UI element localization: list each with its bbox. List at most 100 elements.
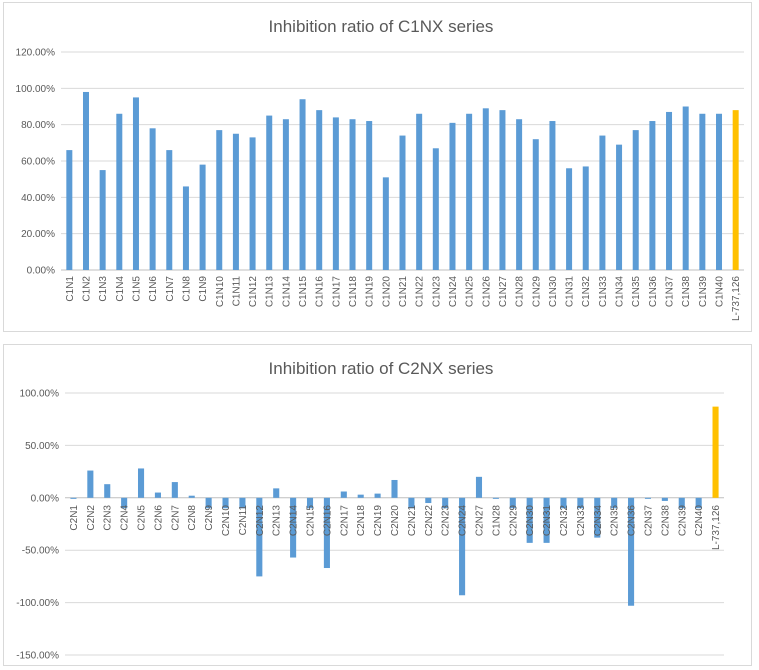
x-tick-label: C1N28 [491,505,502,537]
y-tick-label: -150.00% [16,651,59,662]
bar-c1n38 [682,106,689,270]
x-tick-label: C1N31 [565,276,576,308]
bar-l-737-126 [732,110,739,270]
x-tick-label: C2N35 [610,505,621,537]
bar-c1n17 [332,117,339,271]
bar-c1n19 [366,121,373,271]
x-tick-label: C2N2 [86,505,97,531]
y-tick-label: 40.00% [21,193,55,204]
bar-c2n34 [594,497,601,538]
x-tick-label: C1N7 [165,276,176,302]
bar-c2n11 [239,497,246,509]
bar-c1n28 [516,119,523,270]
bar-c1n1 [66,150,73,270]
bar-c2n35 [611,497,618,509]
chart-panel-c1nx: Inhibition ratio of C1NX series 0.00% 20.… [3,2,752,332]
x-tick-label: C2N4 [120,505,131,531]
y-tick-label: 0.00% [31,493,59,504]
x-tick-label: C1N40 [715,276,726,308]
bar-c1n37 [666,111,673,270]
bar-c1n8 [182,186,189,270]
y-tick-label: 50.00% [25,441,59,452]
bar-c1n25 [466,113,473,271]
bar-c2n38 [661,497,668,501]
x-tick-label: C2N8 [187,505,198,531]
bar-c2n18 [357,494,364,498]
x-tick-label: C1N24 [448,276,459,308]
bar-c2n13 [273,488,280,498]
x-tick-label: C1N23 [431,276,442,308]
bar-c1n27 [499,110,506,270]
x-tick-label: C2N3 [103,505,114,531]
bar-c2n9 [205,497,212,509]
bar-c2n2 [87,470,94,498]
x-tick-label: C2N27 [474,505,485,537]
bar-c2n40 [695,497,702,509]
x-tick-label: C2N5 [137,505,148,531]
x-tick-label: C2N15 [306,505,317,537]
x-tick-label: C2N29 [508,505,519,537]
x-tick-label: C2N14 [289,505,300,537]
bar-c2n15 [306,497,314,509]
x-tick-label: C1N21 [398,276,409,308]
x-tick-label: C2N37 [643,505,654,537]
bar-c2n3 [104,484,111,498]
bar-c1n39 [699,113,706,271]
x-tick-label: C1N34 [615,276,626,308]
x-tick-label: C1N14 [281,276,292,308]
x-tick-label: C2N17 [339,505,350,537]
x-tick-label: C1N19 [365,276,376,308]
bar-c1n35 [632,130,639,270]
x-tick-label: C2N36 [627,505,638,537]
bar-c1n29 [532,139,539,270]
chart-c1nx: Inhibition ratio of C1NX series 0.00% 20.… [16,17,744,321]
bar-c2n33 [577,497,584,509]
bar-c2n32 [560,497,567,509]
bar-c2n7 [171,482,178,498]
x-tick-label: L-737,126 [711,505,722,550]
x-tick-label: C2N40 [694,505,705,537]
bar-c2n30 [526,497,533,543]
x-tick-label: C2N16 [322,505,333,537]
x-tick-label: C1N17 [331,276,342,308]
bar-c1n4 [116,113,123,271]
x-tick-label: C1N12 [248,276,259,308]
bar-c1n15 [299,99,306,270]
x-tick-label: C2N6 [153,505,164,531]
bar-c1n24 [449,122,456,270]
bar-c2n22 [425,497,432,504]
x-tick-label: C2N21 [407,505,418,537]
bar-c1n11 [232,133,239,270]
chart-title: Inhibition ratio of C1NX series [269,17,494,36]
bar-c1n12 [249,137,256,270]
bar-c1n18 [349,119,356,270]
y-tick-label: 20.00% [21,229,55,240]
x-tick-label: C1N37 [665,276,676,308]
bar-c1n22 [416,113,423,271]
bar-c1n28 [492,497,499,499]
x-tick-label: C1N38 [681,276,692,308]
bar-c1n3 [99,170,106,270]
bar-c2n21 [408,497,415,509]
bar-c2n24 [459,497,466,596]
x-tick-label: C2N11 [238,505,249,536]
bar-c1n34 [616,144,623,270]
y-tick-label: -50.00% [22,546,59,557]
y-tick-label: 60.00% [21,157,55,168]
x-tick-label: C1N9 [198,276,209,302]
x-tick-label: C2N22 [424,505,435,537]
x-tick-label: C1N22 [415,276,426,308]
bar-c2n10 [222,497,229,509]
bar-c2n23 [442,497,449,509]
bar-c1n21 [399,135,406,270]
x-tick-label: C1N26 [481,276,492,308]
bar-c1n9 [199,164,206,270]
bar-c2n16 [323,497,330,569]
x-tick-label: C2N39 [677,505,688,537]
x-tick-label: C2N20 [390,505,401,537]
y-tick-label: 100.00% [16,84,56,95]
bar-c1n2 [82,91,89,270]
chart-panel-c2nx: Inhibition ratio of C2NX series -150.00%… [3,344,752,666]
bar-c2n1 [70,497,77,499]
x-tick-label: C2N9 [204,505,215,531]
